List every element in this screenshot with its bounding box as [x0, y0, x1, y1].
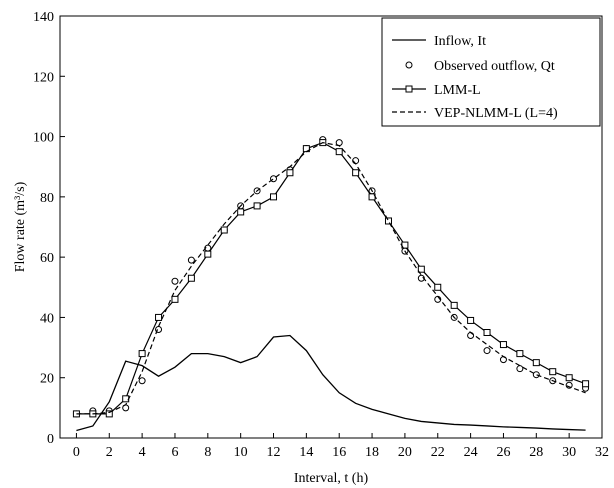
x-tick-label: 6 [171, 445, 178, 460]
lmm-l-point [335, 148, 343, 156]
y-tick-label: 40 [40, 311, 54, 326]
x-tick-label: 16 [332, 445, 346, 460]
lmm-l-point [286, 169, 294, 177]
lmm-l-point [105, 410, 113, 418]
lmm-l-point [253, 202, 261, 210]
series-line-vep-nlmm-l [76, 141, 586, 415]
y-tick-label: 100 [33, 131, 54, 146]
x-tick-label: 4 [139, 445, 146, 460]
lmm-l-point [270, 193, 278, 201]
series-line-inflow [76, 334, 586, 432]
lmm-l-point [122, 395, 130, 403]
lmm-l-point [138, 350, 146, 358]
y-tick-label: 20 [40, 372, 54, 387]
legend-label: Inflow, It [434, 34, 486, 49]
lmm-l-point [352, 169, 360, 177]
x-tick-label: 28 [529, 445, 543, 460]
lmm-l-point [450, 301, 458, 309]
x-axis-label: Interval, t (h) [294, 471, 369, 486]
lmm-l-point [532, 359, 540, 367]
lmm-l-point [204, 250, 212, 258]
lmm-l-point [220, 226, 228, 234]
lmm-l-point [155, 313, 163, 321]
legend-swatch-observed [405, 61, 413, 69]
x-tick-label: 18 [365, 445, 379, 460]
series-layer [72, 136, 590, 432]
lmm-l-point [549, 368, 557, 376]
lmm-l-point [565, 374, 573, 382]
x-tick-label: 26 [496, 445, 510, 460]
observed-outflow-point [483, 347, 491, 355]
y-tick-label: 60 [40, 251, 54, 266]
y-tick-label: 140 [33, 10, 54, 25]
x-tick-label: 30 [562, 445, 576, 460]
x-tick-label: 22 [431, 445, 445, 460]
lmm-l-point [417, 265, 425, 273]
observed-outflow-point [171, 277, 179, 285]
lmm-l-point [516, 350, 524, 358]
lmm-l-point [384, 217, 392, 225]
x-tick-label: 10 [234, 445, 248, 460]
legend-swatch-lmm-marker [405, 85, 413, 93]
y-tick-label: 0 [47, 432, 54, 447]
x-tick-label: 24 [464, 445, 478, 460]
legend-label: Observed outflow, Qt [434, 59, 555, 74]
observed-outflow-point [532, 371, 540, 379]
legend-label: VEP-NLMM-L (L=4) [434, 106, 558, 121]
x-tick-label: 8 [204, 445, 211, 460]
lmm-l-point [187, 274, 195, 282]
x-tick-label: 12 [267, 445, 281, 460]
legend-box [381, 17, 601, 127]
x-tick-label: 2 [106, 445, 113, 460]
y-axis-label: Flow rate (m³/s) [13, 181, 28, 272]
observed-outflow-point [516, 365, 524, 373]
legend-label: LMM-L [434, 83, 481, 98]
lmm-l-point [582, 380, 590, 388]
x-tick-label: 14 [299, 445, 313, 460]
legend: Inflow, It Observed outflow, Qt LMM-L VEP-N… [381, 17, 601, 127]
lmm-l-point [499, 341, 507, 349]
lmm-l-point [237, 208, 245, 216]
observed-outflow-point [187, 256, 195, 264]
axis-ticks: 0 2 4 6 8 10 12 14 16 18 20 22 24 26 28 30 3202040608010… [33, 10, 609, 460]
lmm-l-point [171, 295, 179, 303]
y-tick-label: 120 [33, 70, 54, 85]
lmm-l-point [467, 316, 475, 324]
y-tick-label: 80 [40, 191, 54, 206]
observed-outflow-point [138, 377, 146, 385]
x-tick-label: 0 [73, 445, 80, 460]
lmm-l-point [434, 283, 442, 291]
x-tick-label: 20 [398, 445, 412, 460]
x-tick-label: 32 [595, 445, 609, 460]
plot-frame [59, 15, 603, 439]
lmm-l-point [483, 329, 491, 336]
